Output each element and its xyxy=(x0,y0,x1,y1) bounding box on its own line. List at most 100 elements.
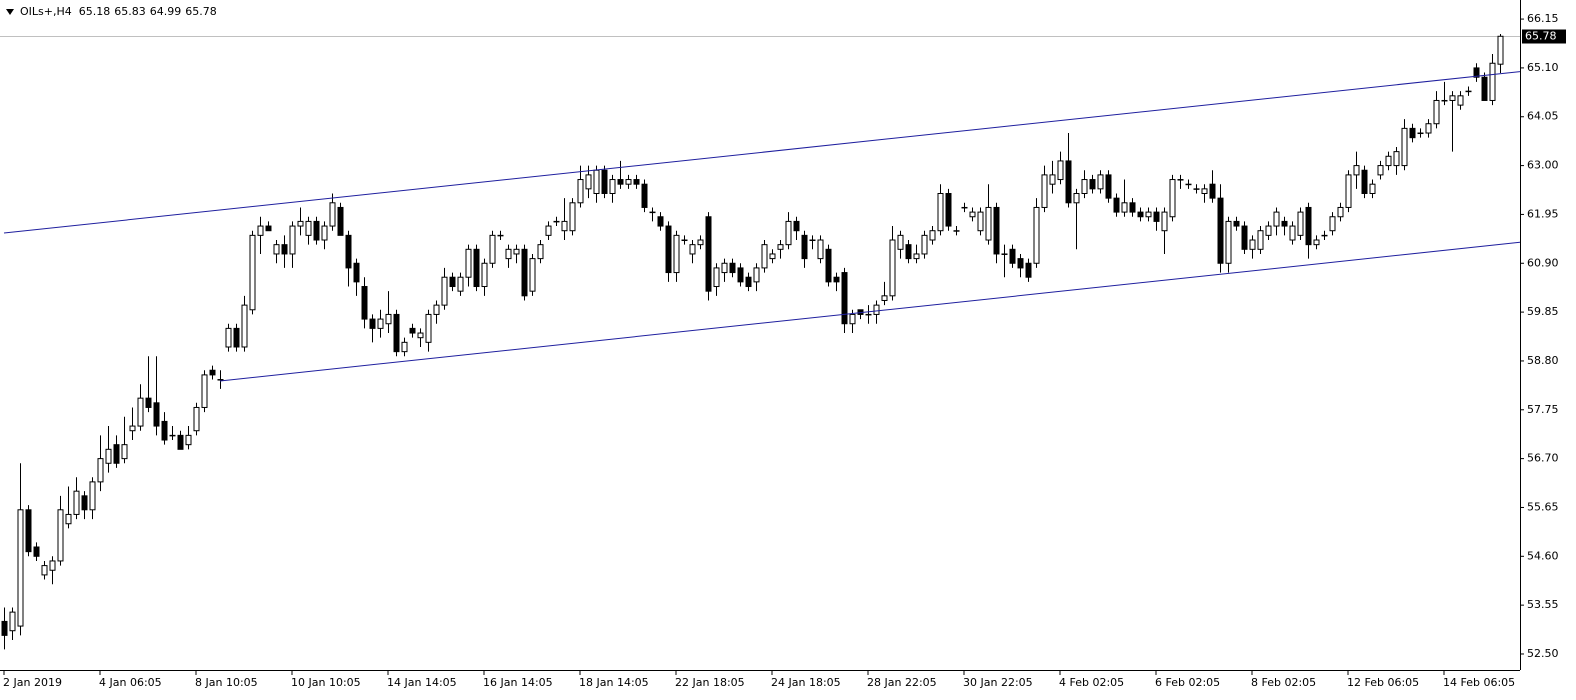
candle-body xyxy=(1225,220,1232,264)
candle-body xyxy=(921,234,928,255)
x-tick-label: 10 Jan 10:05 xyxy=(291,676,361,689)
trend-line xyxy=(219,241,1521,382)
candle-body xyxy=(217,379,224,381)
candle-body xyxy=(9,611,16,632)
candle-body xyxy=(905,244,912,260)
candle-body xyxy=(321,225,328,241)
candle-body xyxy=(17,509,24,627)
candle-body xyxy=(193,406,200,432)
candle-body xyxy=(841,272,848,325)
candle-body xyxy=(473,248,480,288)
candle-body xyxy=(273,244,280,255)
candle-body xyxy=(881,295,888,301)
candle-body xyxy=(1185,183,1192,186)
candle-body xyxy=(825,248,832,283)
candle-body xyxy=(1097,174,1104,190)
candle-body xyxy=(457,276,464,292)
candle-body xyxy=(537,244,544,260)
candle-body xyxy=(737,267,744,283)
candle-body xyxy=(1401,127,1408,167)
candle-body xyxy=(1385,155,1392,167)
candle-body xyxy=(1289,225,1296,241)
candle-body xyxy=(961,206,968,209)
candle-body xyxy=(1001,253,1008,255)
candle-body xyxy=(1033,206,1040,264)
x-tick-label: 12 Feb 06:05 xyxy=(1347,676,1419,689)
candle-body xyxy=(425,313,432,343)
candle-body xyxy=(1473,67,1480,78)
candle-body xyxy=(1321,234,1328,237)
candle-body xyxy=(1337,206,1344,218)
candle-body xyxy=(1193,188,1200,190)
candle-body xyxy=(1257,230,1264,250)
candle-body xyxy=(865,313,872,316)
candle-body xyxy=(1329,216,1336,232)
y-tick-label: 58.80 xyxy=(1527,354,1559,367)
x-tick-label: 30 Jan 22:05 xyxy=(963,676,1033,689)
candle-body xyxy=(1057,160,1064,181)
x-tick-label: 14 Jan 14:05 xyxy=(387,676,457,689)
candle-body xyxy=(81,495,88,511)
candle-body xyxy=(665,225,672,274)
candle-body xyxy=(929,230,936,241)
candle-body xyxy=(201,374,208,408)
header-open: 65.18 xyxy=(79,5,111,18)
candle-body xyxy=(161,420,168,441)
candle-body xyxy=(529,258,536,292)
candle-body xyxy=(1345,174,1352,208)
symbol-menu-icon[interactable] xyxy=(6,9,14,15)
candle-body xyxy=(1025,262,1032,278)
candle-body xyxy=(313,220,320,241)
candle-body xyxy=(385,313,392,325)
x-tick-label: 4 Jan 06:05 xyxy=(99,676,162,689)
y-tick-label: 54.60 xyxy=(1527,549,1559,562)
candle-body xyxy=(73,490,80,515)
y-tick-label: 60.90 xyxy=(1527,256,1559,269)
candle-body xyxy=(681,239,688,242)
candle-body xyxy=(1169,179,1176,218)
candle-body xyxy=(1281,220,1288,227)
candle-body xyxy=(609,179,616,194)
candle-body xyxy=(785,220,792,246)
trend-line xyxy=(3,71,1521,234)
y-tick-label: 52.50 xyxy=(1527,647,1559,660)
y-tick-label: 53.55 xyxy=(1527,598,1559,611)
candle-body xyxy=(169,434,176,437)
chart-header: OILs+,H4 65.18 65.83 64.99 65.78 xyxy=(20,5,217,18)
candle-body xyxy=(1121,202,1128,213)
candle-body xyxy=(1089,179,1096,190)
candle-body xyxy=(225,327,232,348)
candle-body xyxy=(721,262,728,274)
y-tick-label: 61.95 xyxy=(1527,207,1559,220)
candle-body xyxy=(625,179,632,185)
candle-body xyxy=(281,244,288,255)
candle-body xyxy=(305,220,312,236)
candle-body xyxy=(969,211,976,218)
x-tick-label: 8 Feb 02:05 xyxy=(1251,676,1316,689)
candle-body xyxy=(1081,179,1088,194)
candle-body xyxy=(145,397,152,408)
y-tick-label: 59.85 xyxy=(1527,305,1559,318)
last-price-label: 65.78 xyxy=(1525,30,1557,43)
candle-body xyxy=(1377,165,1384,176)
candle-body xyxy=(353,262,360,283)
candle-body xyxy=(233,327,240,348)
x-tick-label: 14 Feb 06:05 xyxy=(1443,676,1515,689)
candle-body xyxy=(1017,258,1024,269)
candle-body xyxy=(265,225,272,232)
candle-body xyxy=(1145,211,1152,218)
candle-body xyxy=(417,332,424,339)
candle-body xyxy=(137,397,144,427)
x-tick-label: 6 Feb 02:05 xyxy=(1155,676,1220,689)
candle-body xyxy=(97,458,104,483)
y-tick-label: 66.15 xyxy=(1527,12,1559,25)
candle-body xyxy=(113,444,120,464)
candle-body xyxy=(561,220,568,232)
candle-body xyxy=(1361,169,1368,194)
candle-body xyxy=(1153,211,1160,222)
candle-body xyxy=(761,244,768,269)
candle-body xyxy=(945,192,952,227)
candle-body xyxy=(1249,239,1256,250)
candle-body xyxy=(913,253,920,260)
